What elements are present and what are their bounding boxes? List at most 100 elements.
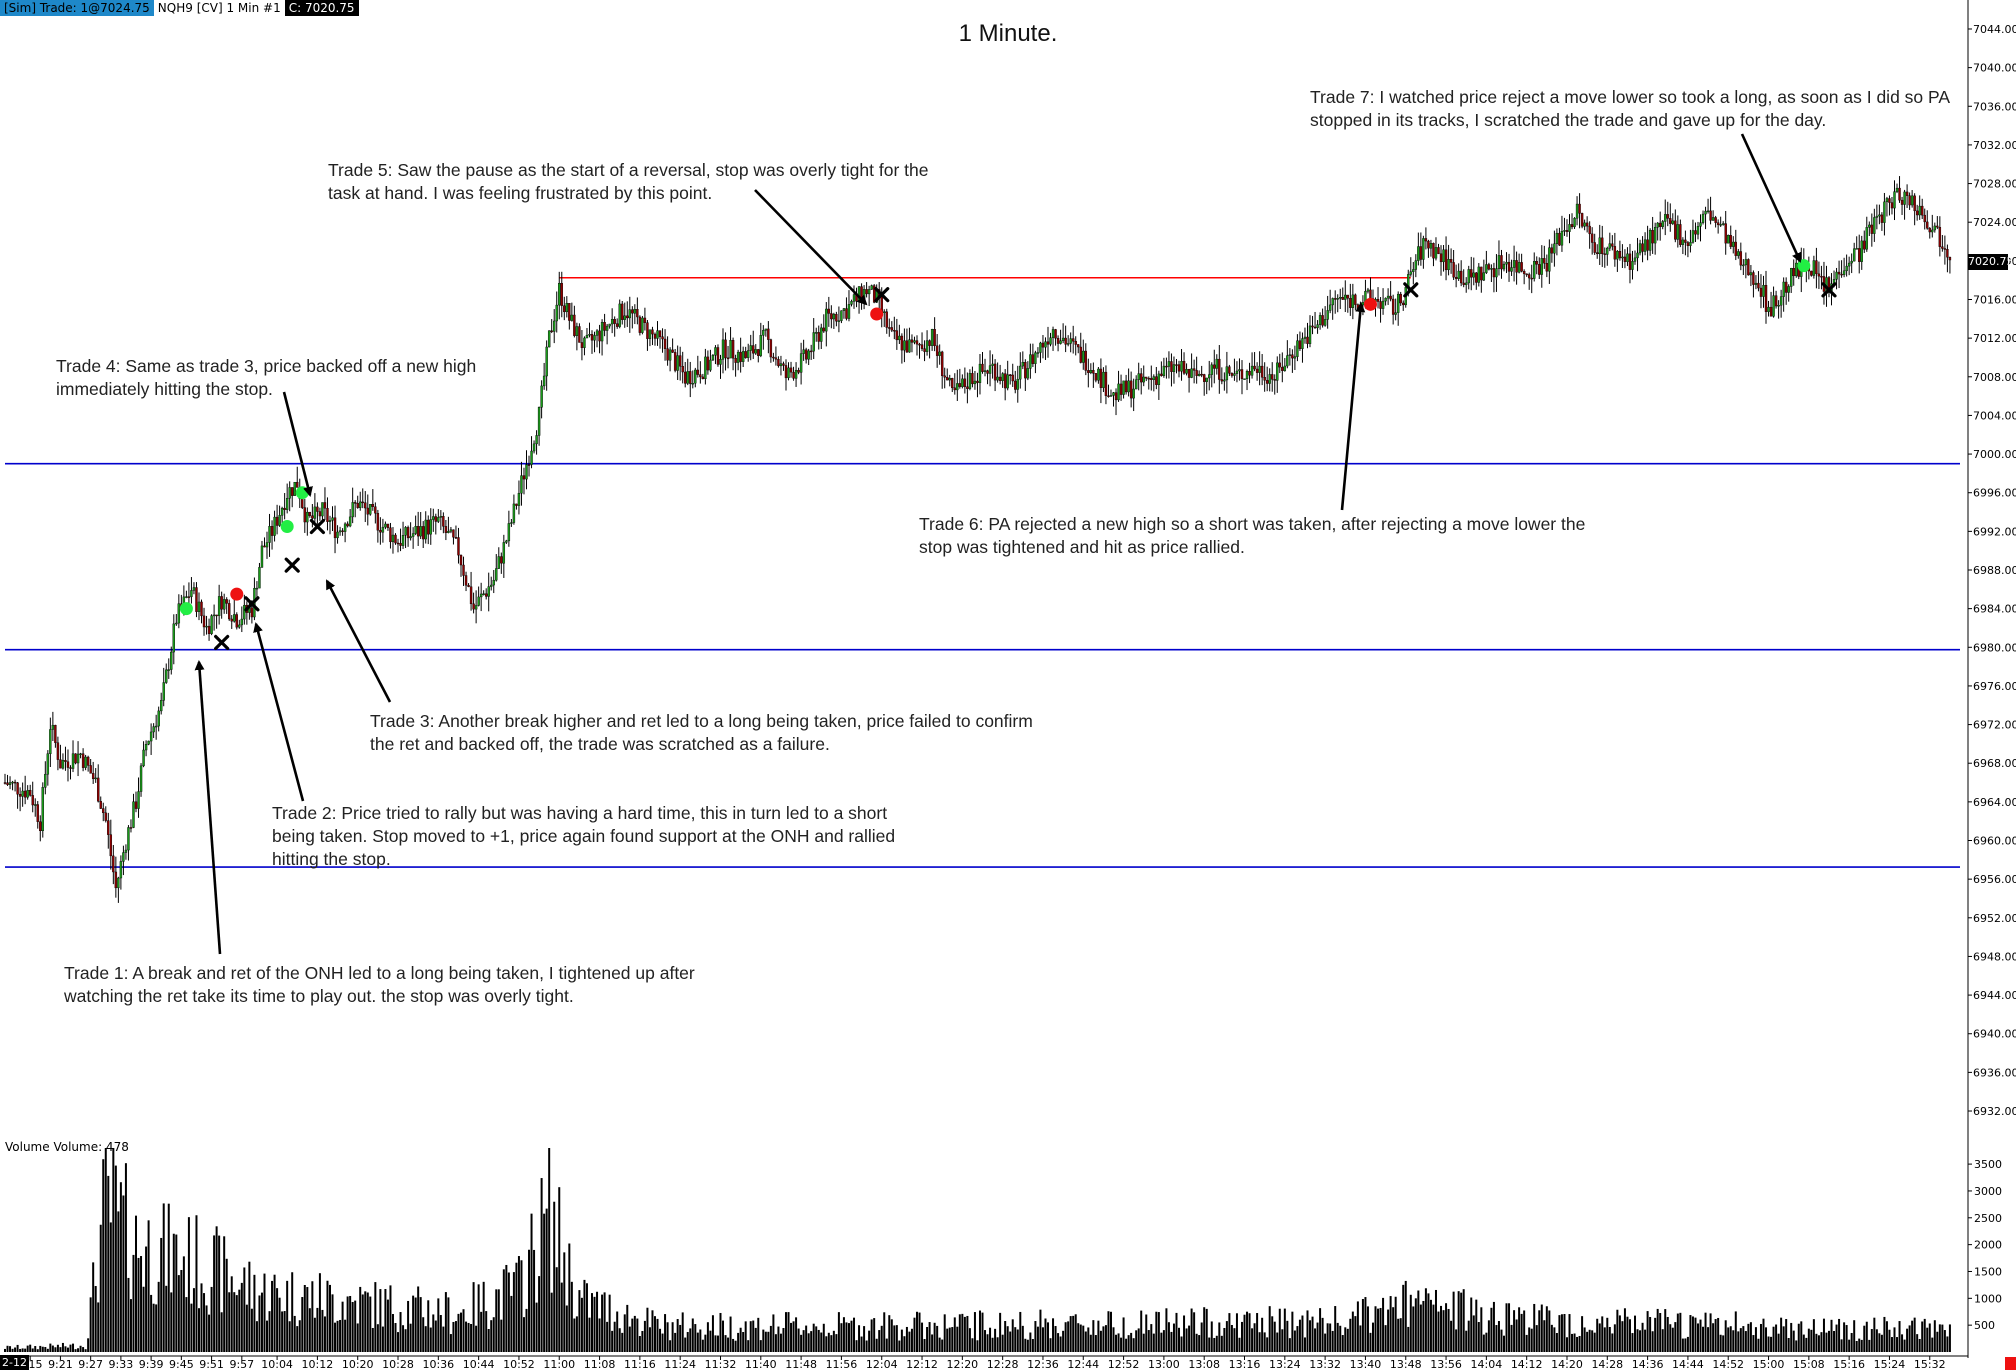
volume-bar — [1354, 1316, 1357, 1352]
candle-body — [845, 308, 848, 319]
candle-body — [1928, 228, 1931, 233]
volume-bar — [1712, 1323, 1715, 1352]
time-tick-label: 9:21 — [48, 1358, 73, 1370]
candle-body — [663, 338, 667, 349]
volume-bar — [477, 1284, 480, 1352]
time-tick-label: 11:40 — [745, 1358, 777, 1370]
candle-body — [1412, 269, 1415, 272]
candle-body — [472, 603, 475, 610]
volume-bar — [1598, 1323, 1601, 1352]
candle-body — [1719, 224, 1722, 226]
candle-body — [545, 346, 548, 377]
candle-body — [13, 781, 17, 784]
volume-bar — [1626, 1316, 1629, 1352]
candle-body — [830, 313, 833, 320]
volume-bar — [1359, 1325, 1362, 1352]
volume-bar — [1152, 1333, 1155, 1352]
volume-bar — [1684, 1338, 1687, 1352]
candle-body — [993, 363, 997, 381]
candle-body — [779, 363, 783, 367]
volume-bar — [1676, 1313, 1679, 1352]
candle-body — [366, 507, 369, 515]
volume-bar — [1198, 1335, 1201, 1352]
volume-bar — [1319, 1308, 1322, 1352]
volume-bar — [407, 1300, 410, 1352]
volume-bar — [1775, 1324, 1778, 1352]
candle-body — [1190, 368, 1193, 378]
candle-body — [1379, 301, 1382, 309]
volume-bar — [449, 1334, 452, 1352]
volume-bar — [1228, 1313, 1231, 1352]
volume-bar — [923, 1338, 926, 1352]
volume-bar — [1737, 1331, 1740, 1352]
volume-bar — [1767, 1336, 1770, 1352]
volume-bar — [397, 1332, 400, 1352]
candle-body — [1480, 266, 1483, 281]
volume-bar — [681, 1312, 684, 1352]
volume-bar — [1142, 1333, 1145, 1352]
candle-body — [1666, 214, 1669, 219]
volume-bar — [1870, 1329, 1873, 1352]
candle-body — [1298, 340, 1302, 349]
candle-body — [940, 351, 944, 377]
volume-bar — [1059, 1336, 1062, 1352]
volume-bar — [475, 1325, 478, 1352]
volume-bar — [636, 1318, 639, 1352]
volume-bar — [1377, 1308, 1380, 1352]
volume-bar — [550, 1292, 553, 1352]
volume-bar — [1722, 1335, 1725, 1352]
candle-body — [409, 536, 412, 539]
volume-bar — [371, 1327, 374, 1352]
candle-body — [1071, 338, 1075, 342]
candle-body — [734, 357, 737, 363]
volume-bar — [1515, 1319, 1518, 1352]
volume-bar — [1797, 1323, 1800, 1352]
candle-body — [1522, 271, 1526, 275]
volume-bar — [903, 1336, 906, 1352]
candle-body — [933, 329, 936, 347]
candle-body — [558, 283, 561, 306]
candle-body — [474, 605, 478, 610]
candle-body — [1301, 338, 1304, 349]
candle-body — [867, 289, 871, 295]
volume-bar — [311, 1281, 314, 1352]
volume-bar — [863, 1326, 866, 1352]
candle-body — [1598, 237, 1601, 255]
volume-bar — [487, 1329, 490, 1352]
volume-bar — [21, 1348, 24, 1352]
volume-bar — [1175, 1312, 1178, 1352]
volume-bar — [1465, 1330, 1468, 1352]
time-tick-label: 13:24 — [1269, 1358, 1301, 1370]
volume-bar — [54, 1347, 57, 1352]
candle-body — [1777, 305, 1780, 307]
volume-bar — [296, 1326, 299, 1352]
time-tick-label: 14:28 — [1591, 1358, 1623, 1370]
candle-body — [1381, 300, 1385, 309]
volume-bar — [61, 1342, 64, 1352]
volume-bar — [1518, 1307, 1521, 1352]
volume-bar — [500, 1319, 503, 1352]
volume-bar — [1744, 1331, 1747, 1352]
volume-bar — [759, 1340, 762, 1352]
candle-body — [81, 753, 85, 768]
volume-bar — [1271, 1316, 1274, 1352]
candle-body — [852, 294, 856, 302]
volume-bar — [515, 1262, 518, 1352]
price-tick-label: 6960.00 — [1973, 835, 2016, 848]
volume-bar — [1054, 1326, 1057, 1352]
volume-bar — [1833, 1330, 1836, 1352]
volume-bar — [16, 1344, 19, 1352]
price-tick-label: 7000.00 — [1973, 448, 2016, 461]
candle-body — [1366, 289, 1370, 292]
price-tick-label: 7004.00 — [1973, 409, 2016, 422]
volume-bar — [999, 1312, 1002, 1352]
volume-bar — [1243, 1314, 1246, 1352]
candle-body — [517, 492, 521, 506]
exit-marker — [874, 287, 890, 303]
candle-body — [1558, 232, 1561, 246]
volume-bar — [618, 1328, 621, 1352]
volume-bar — [651, 1310, 654, 1352]
volume-bar — [1356, 1301, 1359, 1352]
volume-bar — [1936, 1331, 1939, 1352]
